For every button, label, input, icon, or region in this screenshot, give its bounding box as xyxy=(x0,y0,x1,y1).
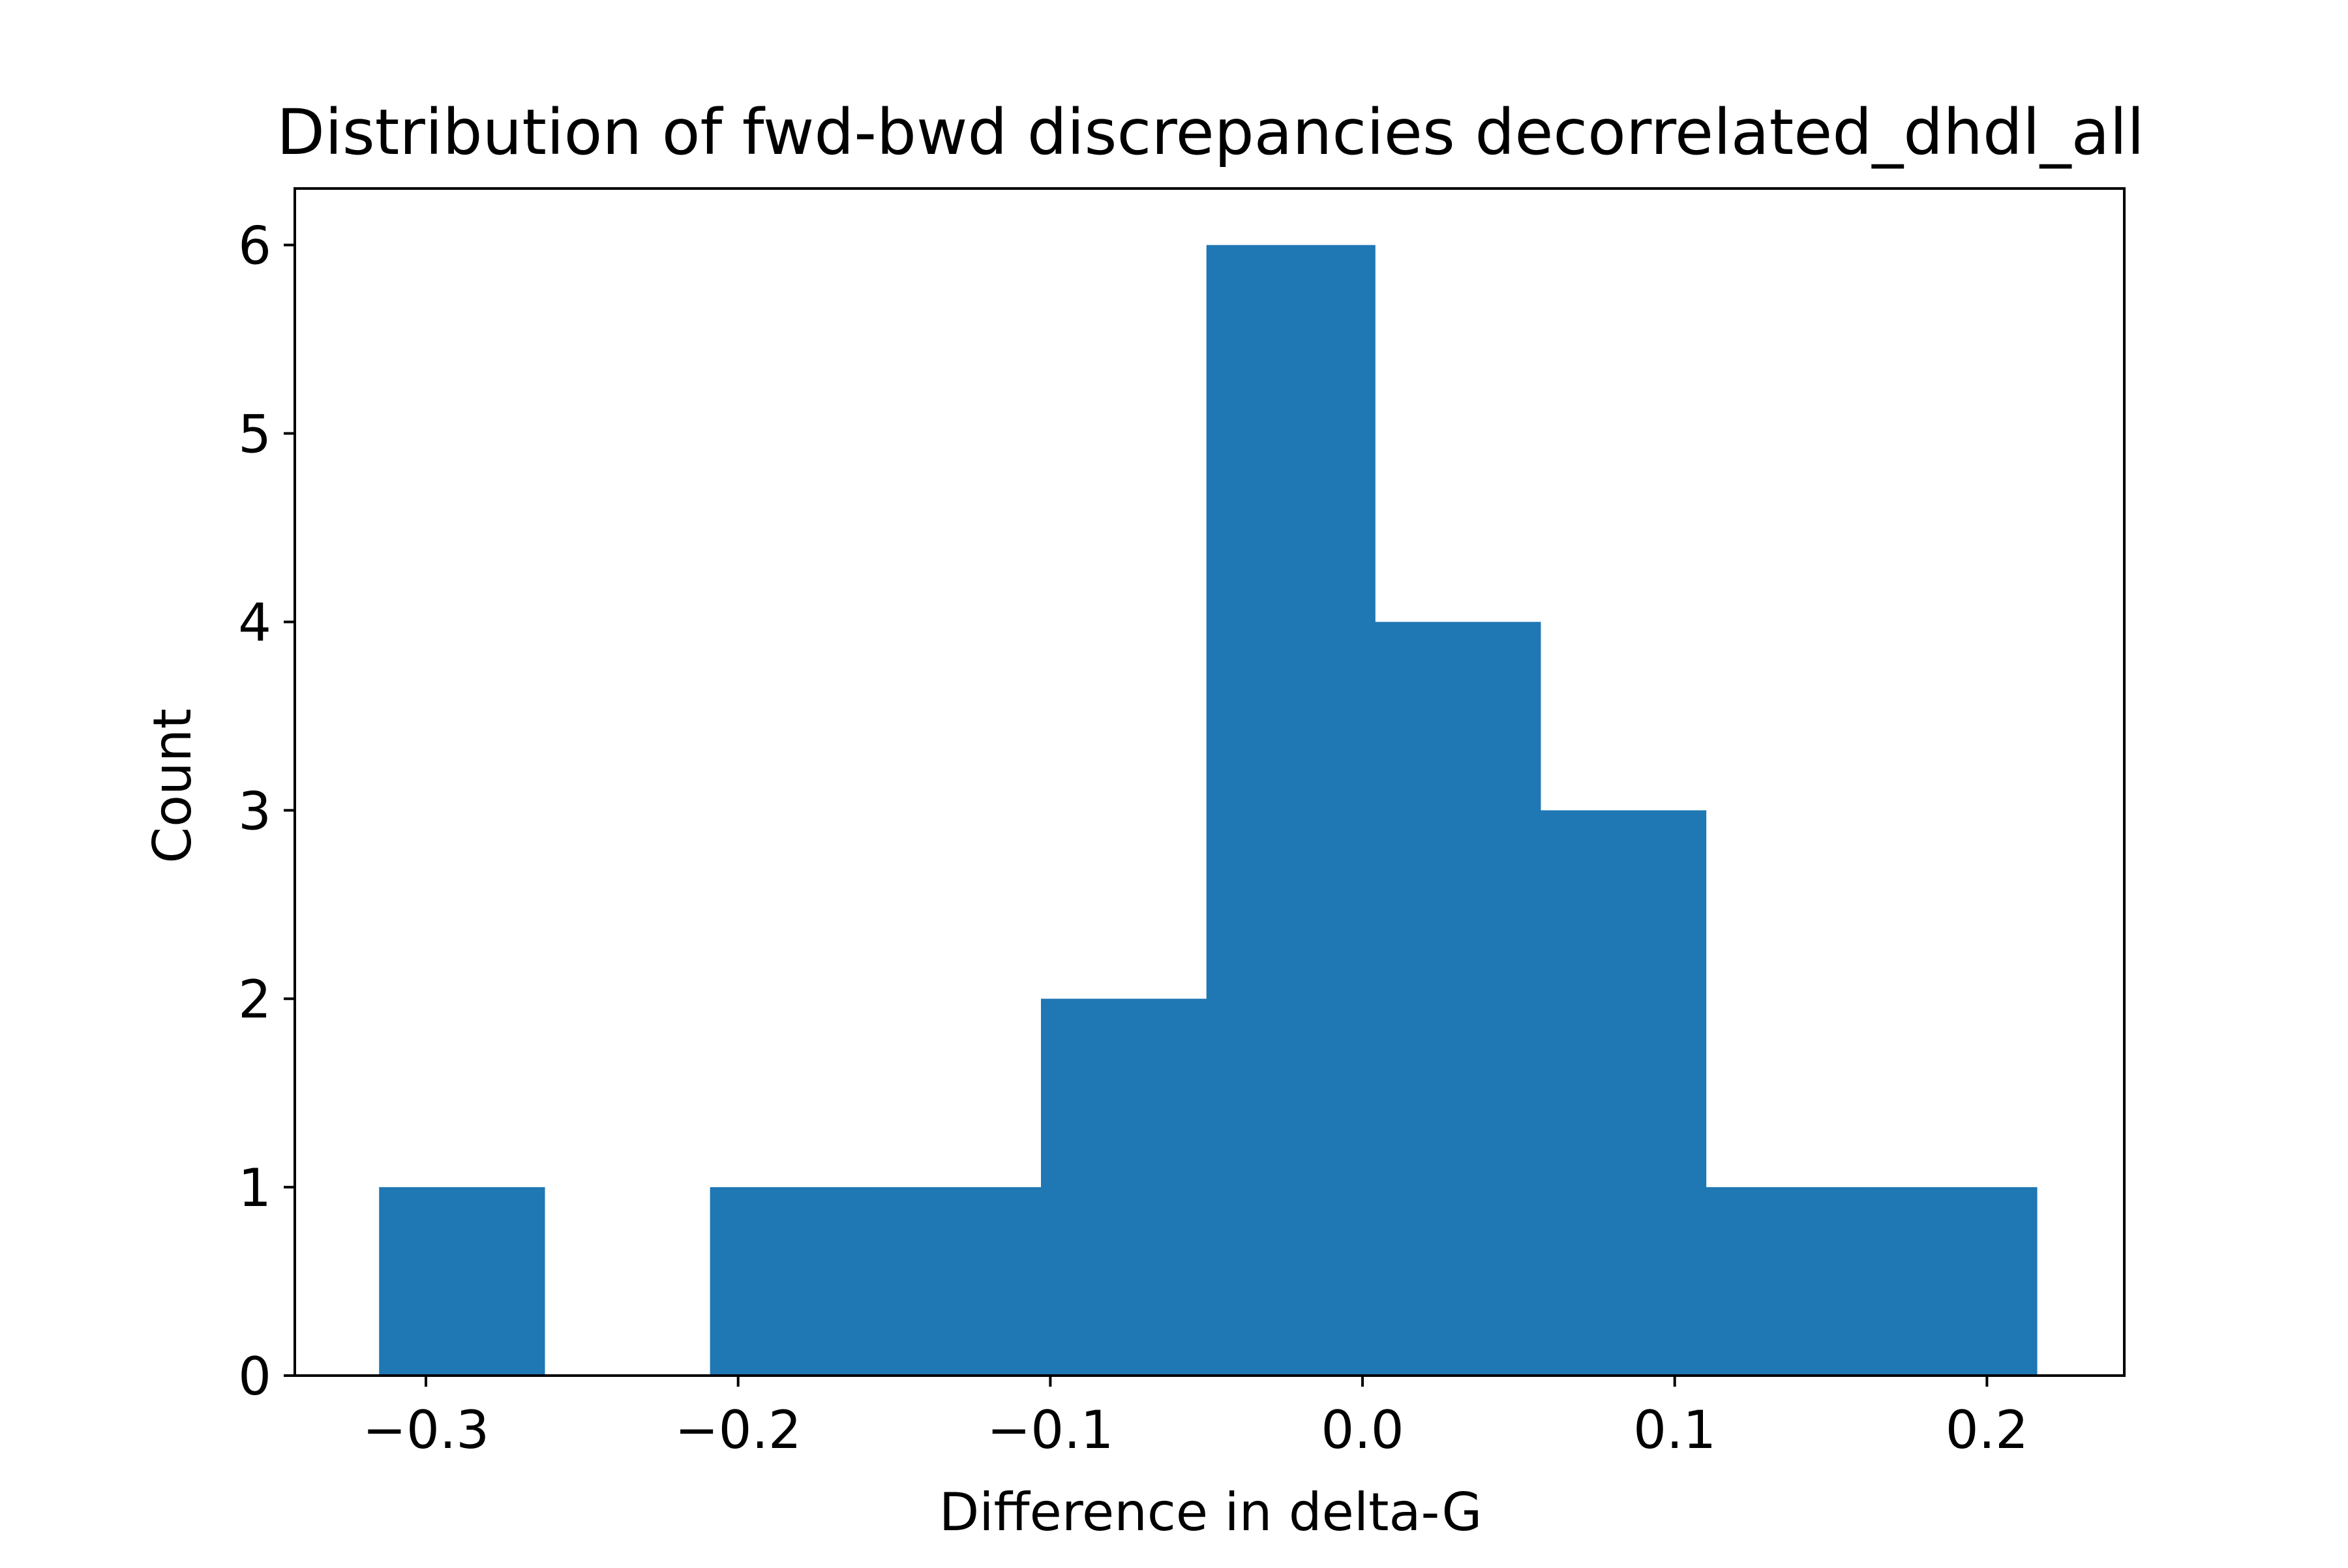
bars-layer xyxy=(379,245,2038,1376)
y-tick-label: 2 xyxy=(238,969,271,1030)
x-axis-label: Difference in delta-G xyxy=(939,1482,1483,1543)
histogram-bar xyxy=(1871,1187,2038,1376)
x-tick-label: −0.2 xyxy=(675,1400,802,1460)
ticks-layer: −0.3 −0.2 −0.1 0.0 0.1 0.2 0 1 2 3 4 5 6 xyxy=(238,216,2028,1460)
y-axis-label: Count xyxy=(142,708,203,864)
histogram-bar xyxy=(1206,245,1376,1376)
histogram-bar xyxy=(1041,999,1207,1376)
y-tick-label: 4 xyxy=(238,592,271,653)
histogram-bar xyxy=(710,1187,876,1376)
x-tick-label: 0.1 xyxy=(1633,1400,1716,1460)
histogram-bar xyxy=(1540,810,1707,1376)
y-tick-label: 3 xyxy=(238,781,271,841)
x-tick-label: −0.1 xyxy=(987,1400,1113,1460)
y-tick-label: 5 xyxy=(238,404,271,465)
y-tick-label: 6 xyxy=(238,216,271,277)
plot-area-frame xyxy=(294,187,2126,1377)
histogram-bar xyxy=(1706,1187,1872,1376)
x-tick-label: 0.2 xyxy=(1946,1400,2028,1460)
x-tick-label: −0.3 xyxy=(363,1400,489,1460)
histogram-bar xyxy=(379,1187,545,1376)
y-tick-label: 1 xyxy=(238,1158,271,1218)
chart-title: Distribution of fwd-bwd discrepancies de… xyxy=(277,96,2145,169)
histogram-bar xyxy=(1375,622,1541,1376)
y-tick-label: 0 xyxy=(238,1346,271,1407)
x-tick-label: 0.0 xyxy=(1321,1400,1404,1460)
histogram-bar xyxy=(875,1187,1042,1376)
